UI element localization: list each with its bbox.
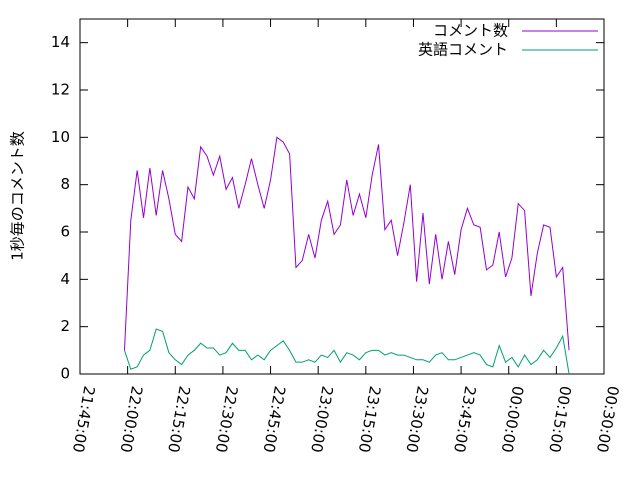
x-tick-label: 22:45:00 <box>259 385 288 454</box>
y-axis-label: 1秒毎のコメント数 <box>9 131 27 261</box>
x-tick-label: 22:30:00 <box>212 385 241 454</box>
series-line <box>123 328 570 375</box>
x-tick-label: 00:00:00 <box>498 385 527 454</box>
x-tick-label: 21:45:00 <box>69 385 98 454</box>
y-tick-label: 10 <box>51 128 70 146</box>
y-tick-label: 0 <box>60 365 70 383</box>
series-line <box>123 136 570 351</box>
x-tick-label: 00:30:00 <box>593 385 622 454</box>
y-tick-label: 6 <box>60 223 70 241</box>
y-tick-label: 12 <box>51 81 70 99</box>
x-tick-label: 23:00:00 <box>307 385 336 454</box>
x-tick-label: 22:15:00 <box>164 385 193 454</box>
y-tick-label: 8 <box>60 175 70 193</box>
x-tick-label: 23:15:00 <box>355 385 384 454</box>
x-tick-label: 22:00:00 <box>117 385 146 454</box>
y-tick-label: 4 <box>60 270 70 288</box>
y-tick-label: 14 <box>51 33 70 51</box>
y-tick-label: 2 <box>60 317 70 335</box>
legend-label: 英語コメント <box>418 41 508 59</box>
x-tick-label: 00:15:00 <box>545 385 574 454</box>
x-tick-label: 23:45:00 <box>450 385 479 454</box>
x-tick-label: 23:30:00 <box>402 385 431 454</box>
plot-border <box>79 18 605 375</box>
legend-label: コメント数 <box>433 22 508 40</box>
